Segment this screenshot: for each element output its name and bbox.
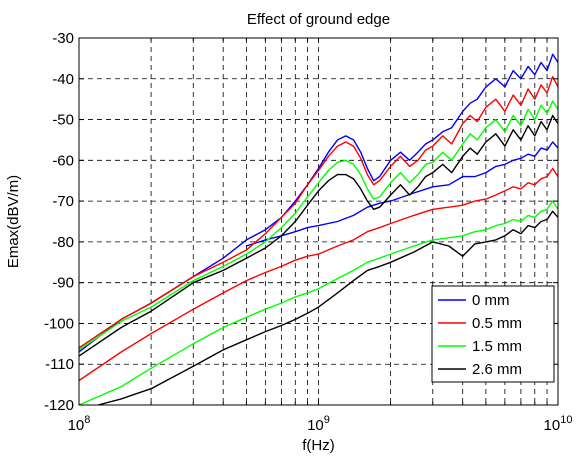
- series-line-1-1: [79, 167, 558, 382]
- series-line-0-0: [79, 53, 558, 353]
- y-tick-label: -70: [52, 193, 74, 210]
- y-tick-label: -110: [45, 356, 74, 373]
- y-tick-label: -30: [52, 30, 74, 47]
- y-tick-label: -50: [52, 112, 74, 129]
- y-tick-label: -90: [52, 275, 74, 292]
- series-line-1-0: [79, 75, 558, 349]
- legend-label: 0 mm: [472, 292, 510, 309]
- x-tick-label: 1010: [544, 414, 573, 434]
- legend-label: 1.5 mm: [472, 338, 522, 355]
- y-tick-label: -60: [52, 152, 74, 169]
- x-tick-label: 109: [307, 414, 330, 434]
- y-axis-label: Emax(dBV/m): [5, 175, 22, 268]
- x-axis-label: f(Hz): [302, 437, 335, 454]
- legend-box: [431, 285, 555, 383]
- x-tick-label: 108: [68, 414, 91, 434]
- series-line-3-1: [97, 210, 558, 405]
- y-tick-label: -40: [52, 71, 74, 88]
- y-tick-label: -120: [44, 397, 74, 414]
- legend-label: 0.5 mm: [472, 315, 522, 332]
- series-line-2-1: [79, 200, 558, 405]
- y-tick-label: -100: [44, 315, 74, 332]
- series-lines: [79, 53, 558, 405]
- legend: 0 mm 0.5 mm 1.5 mm 2.6 mm: [431, 285, 555, 383]
- legend-label: 2.6 mm: [472, 361, 522, 378]
- series-line-3-0: [79, 114, 558, 357]
- chart-title: Effect of ground edge: [247, 11, 390, 28]
- series-line-2-0: [79, 100, 558, 351]
- y-tick-label: -80: [52, 234, 74, 251]
- series-line-0-1: [246, 141, 558, 247]
